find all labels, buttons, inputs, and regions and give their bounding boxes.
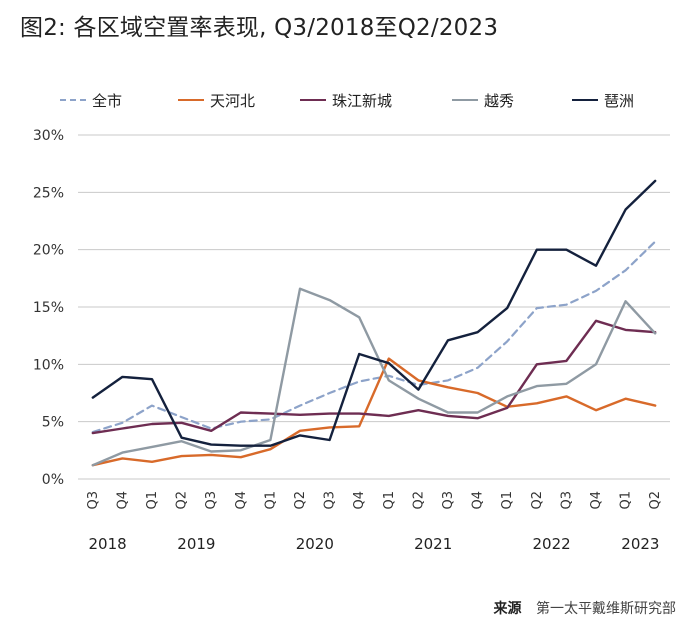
x-tick-label: Q2 — [411, 491, 426, 510]
source-note: 来源 第一太平戴维斯研究部 — [494, 598, 676, 618]
legend-label: 全市 — [92, 91, 123, 110]
x-tick-label: Q1 — [500, 491, 515, 510]
legend-swatch — [452, 99, 478, 101]
y-tick-label: 30% — [33, 128, 64, 144]
x-tick-label: Q3 — [559, 491, 574, 510]
year-label: 2023 — [621, 535, 659, 553]
source-text: 第一太平戴维斯研究部 — [536, 601, 676, 617]
x-tick-label: Q4 — [115, 491, 130, 510]
x-tick-label: Q3 — [323, 491, 338, 510]
x-tick-label: Q1 — [145, 491, 160, 510]
x-tick-label: Q3 — [441, 491, 456, 510]
legend-swatch — [572, 99, 598, 101]
legend-label: 天河北 — [210, 91, 256, 110]
legend-swatch — [300, 99, 326, 101]
legend-item: 珠江新城 — [300, 88, 392, 112]
legend-item: 琶洲 — [572, 88, 634, 112]
y-tick-label: 0% — [42, 472, 64, 488]
x-tick-label: Q4 — [352, 491, 367, 510]
legend-label: 珠江新城 — [332, 91, 393, 110]
y-tick-label: 15% — [33, 300, 64, 316]
y-tick-label: 10% — [33, 357, 64, 373]
y-tick-label: 25% — [33, 185, 64, 201]
x-tick-label: Q3 — [86, 491, 101, 510]
y-tick-label: 5% — [42, 415, 64, 431]
x-tick-label: Q1 — [382, 491, 397, 510]
year-label: 2020 — [296, 535, 334, 553]
series-line-珠江新城 — [91, 319, 657, 435]
year-label: 2019 — [177, 535, 215, 553]
series-line-天河北 — [91, 357, 657, 467]
legend-swatch — [178, 99, 204, 101]
series-line-琶洲 — [91, 179, 657, 447]
legend-item: 越秀 — [452, 88, 514, 112]
x-tick-label: Q3 — [204, 491, 219, 510]
y-tick-label: 20% — [33, 243, 64, 259]
year-label: 2021 — [414, 535, 452, 553]
chart-title: 图2: 各区域空置率表现, Q3/2018至Q2/2023 — [20, 15, 499, 41]
x-tick-label: Q2 — [293, 491, 308, 510]
x-tick-label: Q4 — [234, 491, 249, 510]
x-tick-label: Q2 — [175, 491, 190, 510]
line-chart: 0% 5% 10% 15% 20% 25% 30% Q3 Q4 Q1 Q2 Q3 Q4 Q1 Q2 Q3 Q4 Q… — [33, 128, 670, 553]
series-line-全市 — [91, 240, 657, 434]
x-tick-label: Q4 — [589, 491, 604, 510]
source-label: 来源 — [493, 601, 522, 617]
chart-legend: 全市 天河北 珠江新城 越秀 琶洲 — [60, 88, 680, 112]
x-tick-label: Q4 — [471, 491, 486, 510]
x-tick-label: Q1 — [619, 491, 634, 510]
x-tick-label: Q2 — [530, 491, 545, 510]
legend-swatch — [60, 99, 86, 101]
legend-item: 天河北 — [178, 88, 255, 112]
x-tick-label: Q1 — [263, 491, 278, 510]
year-label: 2022 — [533, 535, 571, 553]
legend-label: 越秀 — [484, 91, 515, 110]
year-label: 2018 — [89, 535, 127, 553]
legend-label: 琶洲 — [604, 91, 635, 110]
series-line-越秀 — [91, 287, 657, 467]
x-tick-label: Q2 — [648, 491, 663, 510]
legend-item: 全市 — [60, 88, 122, 112]
